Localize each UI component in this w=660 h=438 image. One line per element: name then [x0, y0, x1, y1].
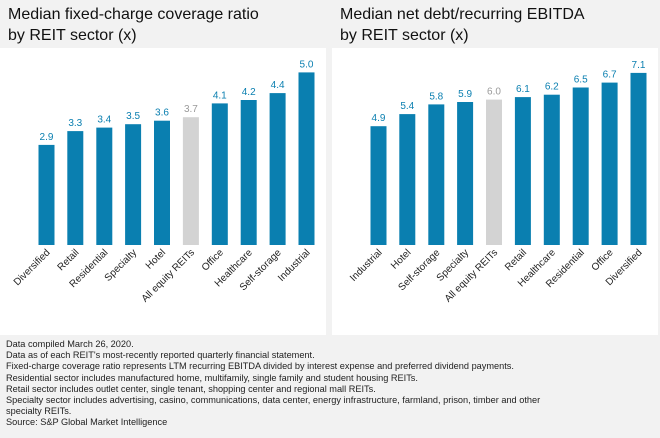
- bar-residential: [572, 87, 589, 245]
- bar-healthcare: [543, 94, 560, 245]
- bar-self-storage: [428, 104, 445, 246]
- value-label: 5.4: [400, 101, 414, 112]
- value-label: 4.9: [372, 113, 386, 124]
- category-tick-label: Industrial: [276, 247, 312, 283]
- footnote-line: Retail sector includes outlet center, si…: [6, 383, 376, 394]
- value-label: 5.8: [429, 91, 443, 102]
- bar-industrial: [298, 72, 315, 246]
- footnote-line: Source: S&P Global Market Intelligence: [6, 417, 168, 428]
- value-label: 3.7: [184, 104, 198, 115]
- value-label: 6.2: [545, 82, 559, 93]
- plot-area: 2.9 Diversified 3.3 Retail 3.4 Residential 3.5…: [0, 48, 326, 335]
- category-tick-label: Retail: [56, 247, 82, 273]
- value-label: 7.1: [632, 60, 646, 71]
- bar-specialty: [125, 124, 142, 245]
- value-label: 6.1: [516, 84, 530, 95]
- value-label: 5.0: [300, 59, 314, 70]
- coverage-ratio-panel: Median fixed-charge coverage ratio by RE…: [0, 0, 328, 335]
- value-label: 6.7: [603, 70, 617, 81]
- value-label: 3.4: [97, 115, 111, 126]
- value-label: 6.0: [487, 87, 501, 98]
- value-label: 5.9: [458, 89, 472, 100]
- footnote-line: Specialty sector includes advertising, c…: [6, 395, 541, 406]
- bar-all-equity-reits: [182, 117, 199, 245]
- value-label: 3.6: [155, 108, 169, 119]
- bar-office: [211, 103, 228, 246]
- bar-specialty: [457, 102, 474, 245]
- category-tick-label: Retail: [503, 247, 529, 273]
- bar-retail: [67, 131, 84, 245]
- bar-diversified: [630, 72, 647, 246]
- footnote-line: specialty REITs.: [6, 406, 72, 417]
- category-tick-label: Industrial: [348, 247, 384, 283]
- bar-hotel: [154, 120, 170, 245]
- category-tick-label: Hotel: [144, 247, 168, 271]
- category-tick-label: All equity REITs: [443, 247, 500, 304]
- footnote-line: Data as of each REIT's most-recently rep…: [6, 350, 315, 361]
- category-tick-label: Office: [590, 247, 616, 273]
- category-tick-label: All equity REITs: [140, 247, 197, 304]
- bar-residential: [96, 127, 113, 245]
- value-label: 6.5: [574, 75, 588, 86]
- value-label: 3.5: [126, 111, 140, 122]
- plot-area: 4.9 Industrial 5.4 Hotel 5.8 Self-storage 5.9 S…: [332, 48, 658, 335]
- category-tick-label: Hotel: [389, 247, 413, 271]
- category-tick-label: Specialty: [103, 247, 139, 283]
- bar-all-equity-reits: [486, 99, 502, 245]
- bar-diversified: [38, 144, 55, 245]
- category-tick-label: Diversified: [12, 247, 53, 288]
- value-label: 2.9: [40, 132, 54, 143]
- bar-industrial: [370, 126, 387, 245]
- bar-office: [601, 82, 618, 245]
- category-tick-label: Office: [200, 247, 226, 273]
- footnote-line: Data compiled March 26, 2020.: [6, 339, 134, 349]
- footnote-line: Residential sector includes manufactured…: [6, 372, 418, 383]
- footnotes: Data compiled March 26, 2020. Data as of…: [6, 339, 656, 429]
- bar-healthcare: [240, 100, 257, 245]
- footnote-line: Fixed-charge coverage ratio represents L…: [6, 361, 514, 372]
- value-label: 4.1: [213, 90, 227, 101]
- coverage-ratio-chart: 2.9Diversified3.3Retail3.4Residential3.5…: [12, 59, 315, 305]
- bar-self-storage: [269, 93, 286, 245]
- chart-title: Median fixed-charge coverage ratio by RE…: [8, 6, 259, 44]
- value-label: 4.2: [242, 87, 256, 98]
- value-label: 4.4: [271, 80, 285, 91]
- net-debt-ebitda-chart: 4.9Industrial5.4Hotel5.8Self-storage5.9S…: [348, 60, 647, 305]
- bar-hotel: [399, 114, 416, 245]
- value-label: 3.3: [68, 118, 82, 129]
- chart-title: Median net debt/recurring EBITDA by REIT…: [340, 6, 585, 44]
- bar-retail: [514, 97, 531, 245]
- net-debt-ebitda-panel: Median net debt/recurring EBITDA by REIT…: [332, 0, 660, 335]
